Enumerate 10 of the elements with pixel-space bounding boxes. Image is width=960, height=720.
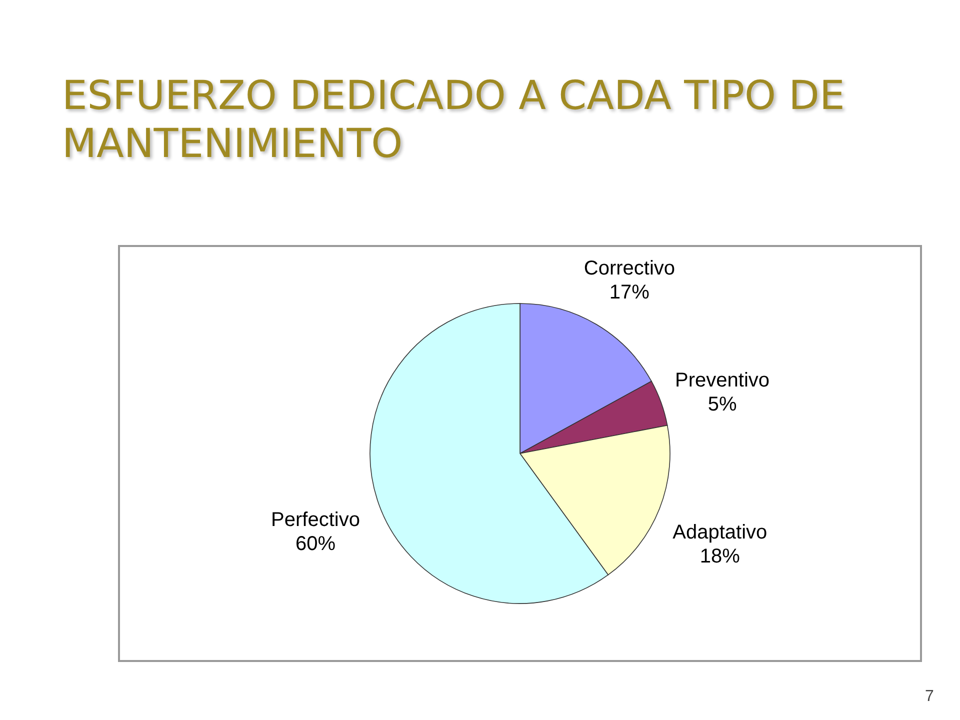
text: 7 (925, 688, 934, 706)
slice-label: Correctivo (584, 257, 676, 280)
slice-label: Preventivo (675, 370, 770, 392)
slice-label: Adaptativo (672, 522, 768, 544)
slice-label: Perfectivo (271, 508, 360, 531)
data-label: 5% (708, 394, 737, 416)
data-label: 18% (700, 546, 740, 568)
data-label: 17% (609, 281, 650, 304)
chart-title: ESFUERZO DEDICADO A CADA TIPO DE MANTENIMIENTO (62, 72, 846, 168)
data-label: 60% (296, 532, 336, 555)
